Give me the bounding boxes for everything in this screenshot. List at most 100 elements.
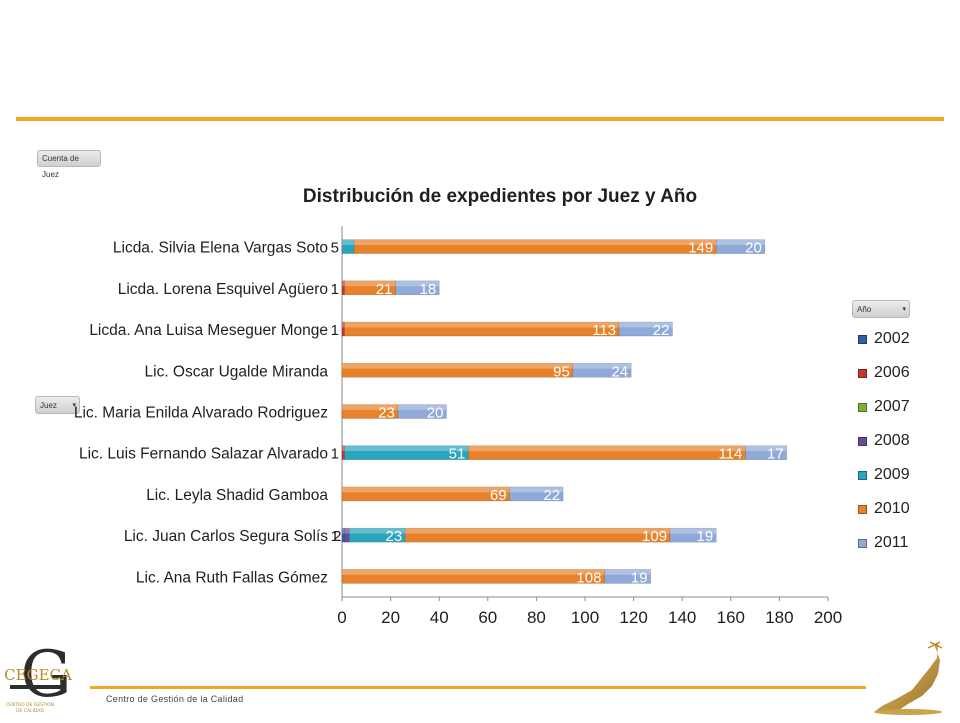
logo-caption-2: DE CALIDAD bbox=[16, 708, 44, 714]
bar-segment bbox=[509, 486, 564, 502]
category-label: Licda. Silvia Elena Vargas Soto bbox=[113, 240, 328, 257]
bar-highlight bbox=[397, 404, 447, 410]
data-label: 20 bbox=[745, 240, 762, 257]
footer-organization: Centro de Gestión de la Calidad bbox=[106, 694, 244, 704]
data-label: 1 bbox=[331, 281, 339, 298]
bar-highlight bbox=[342, 322, 345, 328]
top-accent-rule bbox=[16, 117, 944, 121]
bar-segment bbox=[618, 321, 673, 337]
dropdown-icon[interactable]: ▾ bbox=[902, 306, 906, 313]
bar-highlight bbox=[342, 445, 345, 452]
bottom-accent-rule bbox=[90, 686, 866, 689]
legend-item: 2011 bbox=[858, 526, 910, 560]
bar-highlight bbox=[572, 363, 632, 369]
data-label: 22 bbox=[543, 487, 560, 504]
bar-highlight bbox=[342, 486, 510, 493]
bar-highlight bbox=[619, 322, 673, 328]
bar-highlight bbox=[342, 363, 573, 369]
bar-highlight bbox=[405, 528, 671, 534]
bar-highlight bbox=[342, 528, 345, 534]
category-label: Licda. Ana Luisa Meseguer Monge bbox=[89, 322, 328, 339]
legend-swatch bbox=[858, 368, 867, 378]
x-tick-label: 120 bbox=[619, 608, 647, 627]
bar-highlight bbox=[342, 239, 355, 245]
bar-segment bbox=[669, 527, 717, 543]
data-label: 18 bbox=[420, 281, 437, 298]
legend-swatch bbox=[858, 538, 867, 548]
category-label: Lic. Maria Enilda Alvarado Rodriguez bbox=[74, 405, 328, 422]
bar-segment bbox=[344, 527, 350, 543]
series-field-label: Año bbox=[857, 305, 872, 314]
bar-highlight bbox=[509, 486, 564, 493]
row-field-button[interactable]: Juez ▾ bbox=[35, 396, 80, 414]
legend-swatch bbox=[858, 504, 867, 514]
bar-highlight bbox=[344, 280, 396, 287]
cegeca-logo: G CEGECA CENTRO DE GESTIÓN DE CALIDAD bbox=[0, 638, 78, 718]
x-tick-label: 80 bbox=[527, 608, 546, 627]
data-label: 21 bbox=[376, 281, 393, 298]
value-field-button[interactable]: Cuenta de Juez bbox=[37, 150, 101, 179]
bar-segment bbox=[395, 280, 440, 296]
x-tick-label: 0 bbox=[337, 608, 346, 627]
data-label: 5 bbox=[331, 240, 339, 257]
category-label: Lic. Leyla Shadid Gamboa bbox=[146, 487, 328, 504]
bar-highlight bbox=[670, 528, 717, 534]
data-label: 23 bbox=[378, 405, 395, 422]
bar-segment bbox=[572, 363, 632, 378]
data-label: 114 bbox=[718, 446, 742, 463]
statue-icon bbox=[868, 640, 948, 716]
bar-highlight bbox=[349, 528, 406, 534]
legend-item: 2008 bbox=[858, 424, 910, 458]
data-label: 1 bbox=[331, 322, 339, 339]
bar-highlight bbox=[354, 239, 717, 245]
x-tick-label: 140 bbox=[668, 608, 696, 627]
bar-highlight bbox=[344, 445, 469, 452]
data-label: 109 bbox=[642, 528, 667, 545]
data-label: 19 bbox=[697, 528, 714, 545]
bar-highlight bbox=[468, 445, 746, 452]
x-tick-label: 20 bbox=[381, 608, 400, 627]
category-label: Lic. Juan Carlos Segura Solís bbox=[124, 528, 328, 545]
legend-label: 2006 bbox=[874, 364, 910, 381]
series-field-button[interactable]: Año ▾ bbox=[852, 300, 910, 318]
x-tick-label: 160 bbox=[717, 608, 745, 627]
legend-swatch bbox=[858, 334, 867, 344]
bar-highlight bbox=[342, 569, 605, 575]
data-label: 108 bbox=[576, 569, 601, 586]
data-label: 1 bbox=[331, 446, 339, 463]
data-label: 22 bbox=[653, 322, 670, 339]
legend-item: 2010 bbox=[858, 492, 910, 526]
row-field-label: Juez bbox=[40, 401, 57, 410]
bar-segment bbox=[715, 239, 766, 254]
stacked-bar-chart: Distribución de expedientes por Juez y A… bbox=[74, 186, 842, 627]
x-tick-label: 60 bbox=[478, 608, 497, 627]
bar-segment bbox=[604, 569, 651, 584]
x-tick-label: 180 bbox=[765, 608, 793, 627]
data-label: 17 bbox=[767, 446, 784, 463]
data-label: 113 bbox=[592, 322, 616, 339]
bar-highlight bbox=[604, 569, 651, 575]
bar-highlight bbox=[342, 280, 345, 287]
legend-label: 2009 bbox=[874, 466, 910, 483]
legend-item: 2009 bbox=[858, 458, 910, 492]
bar-highlight bbox=[395, 280, 440, 287]
category-label: Lic. Oscar Ugalde Miranda bbox=[145, 363, 329, 380]
bar-highlight bbox=[344, 322, 620, 328]
bar-segment bbox=[341, 486, 510, 502]
data-label: 69 bbox=[490, 487, 507, 504]
legend-swatch bbox=[858, 436, 867, 446]
legend-swatch bbox=[858, 402, 867, 412]
bar-highlight bbox=[745, 445, 787, 452]
x-tick-label: 200 bbox=[814, 608, 842, 627]
legend-label: 2010 bbox=[874, 500, 910, 517]
legend-item: 2006 bbox=[858, 356, 910, 390]
logo-word: CEGECA bbox=[4, 666, 72, 684]
chart-legend: 2002 2006 2007 2008 2009 2010 2011 bbox=[858, 322, 910, 560]
filter-dropdown-icon[interactable]: ▾ bbox=[72, 402, 76, 409]
data-label: 95 bbox=[553, 363, 570, 380]
chart-title: Distribución de expedientes por Juez y A… bbox=[303, 186, 697, 207]
legend-swatch bbox=[858, 470, 867, 480]
data-label: 2 bbox=[333, 528, 341, 545]
category-label: Lic. Luis Fernando Salazar Alvarado bbox=[79, 446, 328, 463]
bar-highlight bbox=[716, 239, 765, 245]
